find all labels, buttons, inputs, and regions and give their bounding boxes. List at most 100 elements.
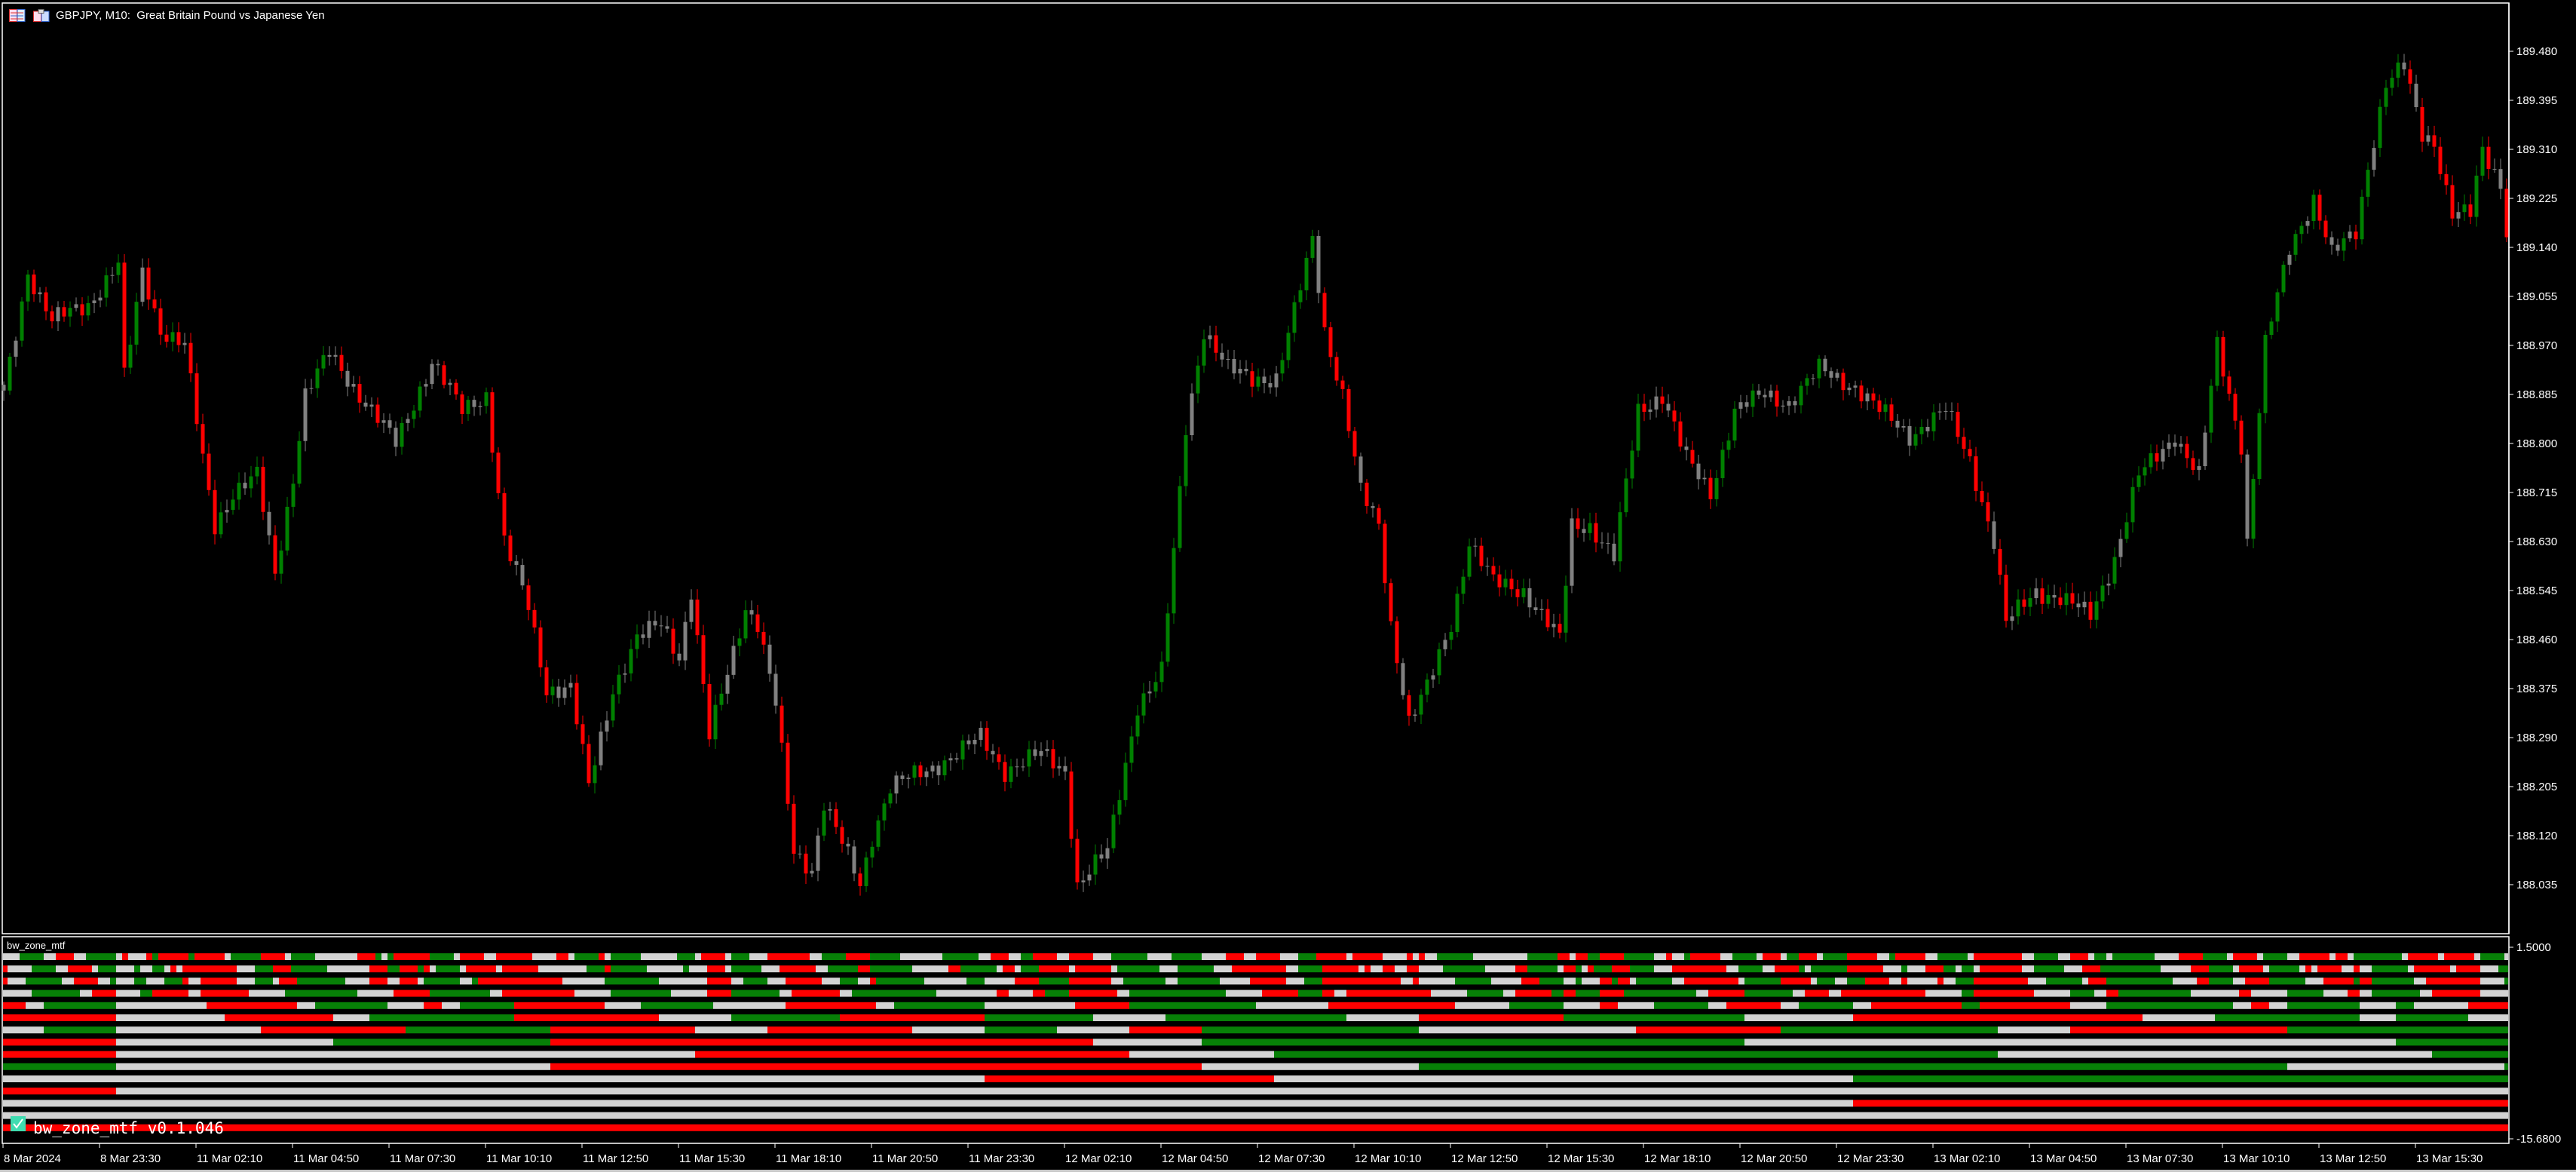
indicator-enabled-checkbox[interactable]: [11, 1116, 26, 1131]
candle: [695, 589, 700, 644]
candle-body: [2227, 376, 2231, 394]
candle: [2317, 189, 2322, 230]
candle: [979, 721, 983, 747]
zone-segment: [3, 1014, 116, 1021]
candle-body: [1527, 588, 1532, 608]
candle: [1208, 325, 1212, 348]
candle: [424, 379, 428, 397]
zone-segment: [2432, 1051, 2508, 1058]
zone-segment: [1202, 953, 1226, 960]
chart-list-icon[interactable]: [9, 9, 26, 22]
candle-body: [1853, 385, 1858, 388]
price-tick-label: 188.545: [2516, 584, 2557, 597]
zone-segment: [44, 1002, 116, 1009]
candle: [1962, 428, 1966, 459]
candle-body: [870, 846, 874, 858]
candle: [1943, 402, 1948, 420]
candle-body: [1081, 880, 1086, 882]
time-tick-label: 11 Mar 15:30: [679, 1152, 745, 1165]
zone-segment: [369, 1014, 514, 1021]
zone-segment: [2070, 989, 2094, 997]
zone-segment: [1419, 977, 1455, 985]
zone-segment: [44, 1026, 116, 1034]
zone-segment: [870, 977, 876, 985]
candle: [924, 767, 929, 787]
zone-segment: [2504, 1063, 2508, 1070]
candle: [2342, 232, 2346, 262]
time-tick-label: 11 Mar 12:50: [583, 1152, 648, 1165]
candle: [369, 397, 374, 417]
candle-body: [2408, 69, 2412, 84]
zone-segment: [1491, 977, 1521, 985]
chart-save-icon[interactable]: [33, 9, 50, 22]
candle: [400, 416, 404, 455]
candle: [1232, 349, 1236, 379]
candle-body: [991, 750, 995, 755]
zone-segment: [985, 977, 1015, 985]
zone-segment: [1962, 965, 1974, 973]
candle-body: [1178, 486, 1182, 548]
zone-segment: [2191, 989, 2239, 997]
candle: [1389, 578, 1393, 626]
candle-body: [1684, 446, 1689, 450]
candle-body: [623, 673, 627, 675]
zone-segment: [424, 965, 430, 973]
zone-segment: [2420, 989, 2432, 997]
zone-segment: [285, 953, 291, 960]
zone-segment: [418, 977, 424, 985]
candle-body: [122, 262, 127, 368]
zone-segment: [550, 1026, 695, 1034]
candle: [237, 472, 241, 510]
candle-body: [1202, 339, 1206, 366]
price-tick-label: 188.205: [2516, 781, 2557, 793]
candle-body: [2329, 237, 2334, 245]
candle-body: [1455, 594, 1460, 632]
candle: [86, 296, 90, 321]
candle-body: [8, 356, 12, 391]
zone-segment: [201, 989, 249, 997]
candle: [2336, 238, 2340, 256]
zone-row: [3, 977, 2508, 985]
candle-body: [339, 354, 344, 371]
zone-segment: [2323, 977, 2354, 985]
time-axis[interactable]: 8 Mar 2024 8 Mar 23:30 11 Mar 02:10 11 Mar …: [2, 1143, 2483, 1165]
candle: [1708, 469, 1713, 509]
time-tick-label: 13 Mar 15:30: [2416, 1152, 2483, 1165]
candle-body: [381, 420, 386, 423]
candle-body: [2143, 467, 2147, 476]
candle-body: [954, 758, 959, 760]
candle-body: [1262, 376, 1267, 384]
candle: [568, 674, 573, 698]
zone-segment: [1895, 953, 1925, 960]
zone-segment: [1763, 953, 1781, 960]
candle-body: [315, 368, 320, 388]
candle: [2161, 440, 2165, 470]
zone-segment: [876, 1002, 894, 1009]
price-axis[interactable]: 189.480 189.395 189.310 189.225 189.140 189.0…: [2508, 3, 2557, 934]
zone-segment: [1503, 989, 1515, 997]
candle: [623, 663, 627, 683]
candle: [1413, 709, 1417, 723]
candle-body: [1672, 410, 1677, 422]
candle-body: [1551, 624, 1556, 627]
time-tick-label: 12 Mar 15:30: [1548, 1152, 1614, 1165]
candle: [2100, 575, 2105, 609]
zone-segment: [1594, 965, 1612, 973]
candle-body: [786, 742, 790, 804]
candle-body: [1545, 609, 1550, 627]
candle: [743, 600, 748, 643]
candle-body: [2179, 443, 2183, 447]
candle-body: [1757, 390, 1761, 395]
zone-segment: [828, 965, 858, 973]
candle-body: [1165, 613, 1170, 662]
zone-segment: [2215, 1014, 2360, 1021]
candle: [2016, 589, 2020, 625]
zone-segment: [110, 977, 116, 985]
candle-body: [2486, 146, 2491, 169]
zone-segment: [2034, 965, 2064, 973]
candle-body: [20, 301, 24, 341]
candle: [858, 867, 862, 896]
candle: [900, 771, 905, 786]
candle-body: [369, 404, 374, 407]
